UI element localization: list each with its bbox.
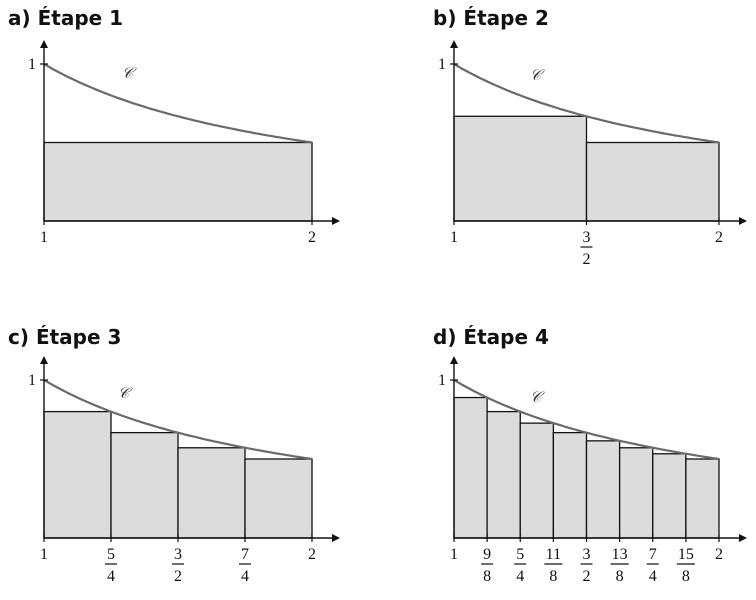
panel-title-b: b) Étape 2 (433, 6, 549, 30)
x-tick-num-c-2: 5 (107, 546, 115, 563)
x-axis-arrow-a (332, 217, 340, 225)
curve-a (43, 63, 313, 144)
x-tick-label-c-1: 1 (40, 546, 48, 563)
curve-label-c: 𝒞 (118, 384, 133, 402)
x-tick-den-d-7: 4 (649, 568, 657, 585)
rectangle-d-8 (685, 458, 720, 539)
y-axis-arrow-d (450, 356, 458, 364)
rectangle-d-1 (453, 396, 488, 539)
rectangle-d-2 (486, 410, 521, 539)
x-axis-arrow-c (332, 534, 340, 542)
x-tick-num-d-3: 5 (516, 546, 524, 563)
rectangle-c-4 (244, 458, 313, 539)
y-axis-arrow-a (40, 40, 48, 48)
x-tick-label-d-9: 2 (715, 546, 723, 563)
x-axis-arrow-d (739, 534, 747, 542)
x-tick-label-b-1: 1 (450, 229, 458, 246)
x-tick-label-a-2: 2 (308, 229, 316, 246)
curve-label-d: 𝒞 (530, 388, 545, 406)
x-tick-label-a-1: 1 (40, 229, 48, 246)
panel-title-d: d) Étape 4 (433, 325, 549, 349)
rectangle-d-4 (552, 431, 588, 539)
x-tick-num-d-2: 9 (483, 546, 491, 563)
x-tick-num-d-4: 11 (546, 546, 561, 563)
x-tick-den-c-3: 2 (174, 568, 182, 585)
x-tick-num-c-3: 3 (174, 546, 182, 563)
rectangle-c-3 (177, 447, 246, 539)
x-tick-den-d-8: 8 (682, 568, 690, 585)
x-tick-den-d-6: 8 (616, 568, 624, 585)
x-tick-den-d-4: 8 (549, 568, 557, 585)
x-tick-num-b-2: 3 (583, 229, 591, 246)
y-tick-label-b: 1 (438, 56, 446, 73)
rectangle-b-1 (453, 115, 588, 222)
x-tick-den-d-3: 4 (516, 568, 524, 585)
rectangle-b-2 (585, 141, 720, 222)
rectangle-c-1 (43, 410, 112, 539)
x-tick-den-d-2: 8 (483, 568, 491, 585)
y-tick-label-d: 1 (438, 372, 446, 389)
x-tick-num-d-5: 3 (583, 546, 591, 563)
x-tick-label-b-3: 2 (715, 229, 723, 246)
x-tick-label-c-5: 2 (308, 546, 316, 563)
y-axis-arrow-b (450, 40, 458, 48)
y-tick-label-a: 1 (28, 56, 36, 73)
x-tick-den-c-2: 4 (107, 568, 115, 585)
rectangle-d-6 (618, 447, 654, 539)
x-tick-num-c-4: 7 (241, 546, 249, 563)
rectangle-d-3 (519, 422, 555, 539)
curve-label-b: 𝒞 (530, 66, 545, 84)
x-tick-num-d-7: 7 (649, 546, 657, 563)
panel-title-c: c) Étape 3 (8, 325, 122, 349)
x-tick-num-d-8: 15 (678, 546, 694, 563)
y-tick-label-c: 1 (28, 372, 36, 389)
x-axis-arrow-b (739, 217, 747, 225)
x-tick-den-b-2: 2 (583, 251, 591, 268)
rectangle-d-5 (585, 440, 621, 539)
x-tick-label-d-1: 1 (450, 546, 458, 563)
curve-b (453, 63, 720, 144)
y-axis-arrow-c (40, 356, 48, 364)
x-tick-den-c-4: 4 (241, 568, 249, 585)
rectangle-d-7 (652, 453, 687, 539)
rectangle-c-2 (110, 431, 179, 539)
panel-title-a: a) Étape 1 (8, 6, 124, 30)
curve-c (43, 379, 313, 461)
x-tick-num-d-6: 13 (612, 546, 628, 563)
curve-d (453, 379, 720, 461)
x-tick-den-d-5: 2 (583, 568, 591, 585)
rectangle-a-1 (43, 141, 313, 222)
curve-label-a: 𝒞 (122, 64, 137, 82)
